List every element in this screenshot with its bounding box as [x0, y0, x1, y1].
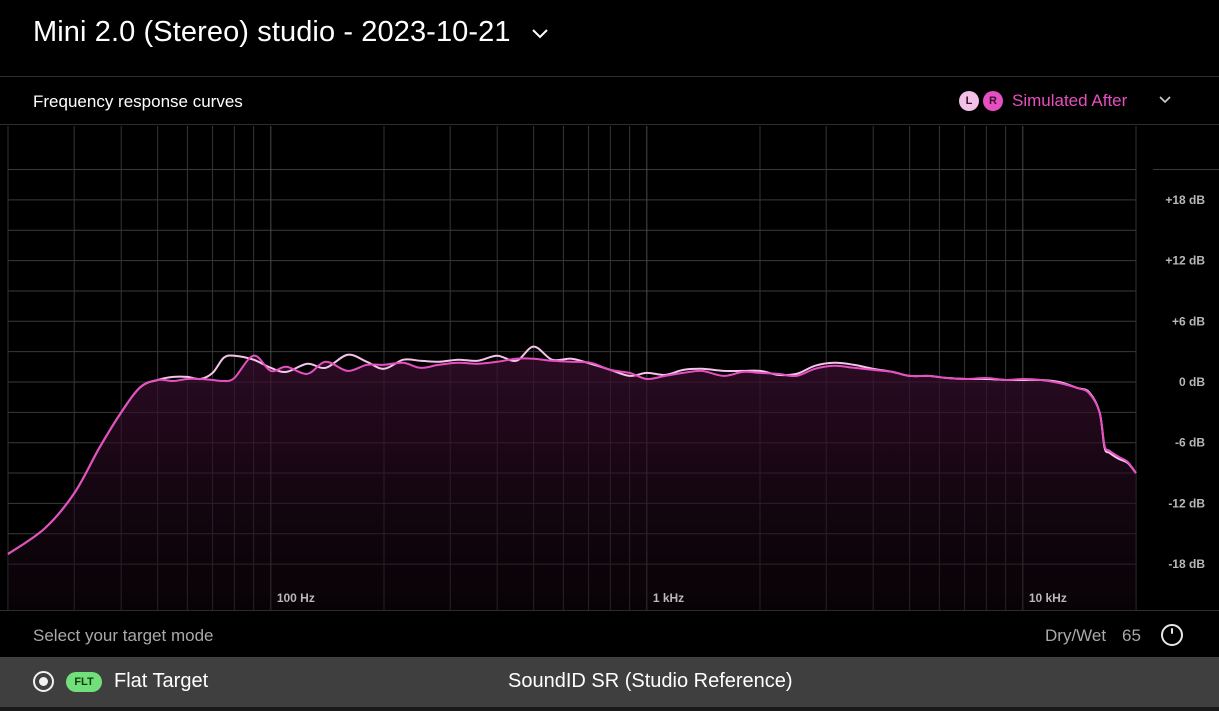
target-mode-label: Select your target mode	[33, 626, 214, 645]
x-tick-label: 100 Hz	[277, 591, 315, 605]
chevron-down-icon[interactable]	[531, 26, 549, 40]
section-title: Frequency response curves	[33, 92, 243, 111]
drywet-knob[interactable]	[1161, 624, 1183, 646]
response-area-fill	[8, 355, 1136, 610]
flt-badge: FLT	[66, 672, 102, 692]
x-tick-label: 1 kHz	[653, 591, 684, 605]
target-row[interactable]: FLT Flat Target SoundID SR (Studio Refer…	[0, 657, 1219, 707]
y-tick-label: +12 dB	[1165, 254, 1205, 268]
y-tick-label: -6 dB	[1175, 436, 1205, 450]
y-tick-label: -12 dB	[1168, 496, 1205, 510]
y-tick-label: 0 dB	[1179, 375, 1205, 389]
frequency-response-chart: 100 Hz 1 kHz 10 kHz +18 dB +12 dB +6 dB 0 dB -6…	[0, 126, 1219, 610]
drywet-label: Dry/Wet	[1045, 626, 1107, 645]
view-select-label[interactable]: Simulated After	[1012, 91, 1128, 110]
y-tick-label: -18 dB	[1168, 557, 1205, 571]
chevron-down-icon[interactable]	[1158, 94, 1172, 106]
profile-title[interactable]: Mini 2.0 (Stereo) studio - 2023-10-21	[33, 16, 511, 48]
series-line-right	[7, 354, 1137, 555]
chart-canvas: 100 Hz 1 kHz 10 kHz +18 dB +12 dB +6 dB 0 dB -6…	[7, 126, 1219, 610]
channel-left-badge[interactable]: L	[959, 91, 979, 111]
x-tick-label: 10 kHz	[1029, 591, 1067, 605]
y-tick-label: +18 dB	[1165, 193, 1205, 207]
target-radio-button[interactable]	[33, 671, 54, 692]
curves-header: Frequency response curves L R Simulated …	[0, 77, 1219, 125]
bottom-divider	[0, 707, 1219, 711]
target-mode-bar: Select your target mode Dry/Wet 65	[0, 610, 1219, 657]
reference-target-label: SoundID SR (Studio Reference)	[508, 670, 793, 692]
y-tick-label: +6 dB	[1172, 314, 1205, 328]
channel-right-badge[interactable]: R	[983, 91, 1003, 111]
drywet-value: 65	[1122, 626, 1141, 645]
title-bar: Mini 2.0 (Stereo) studio - 2023-10-21	[0, 0, 1219, 77]
flat-target-label: Flat Target	[114, 670, 209, 692]
